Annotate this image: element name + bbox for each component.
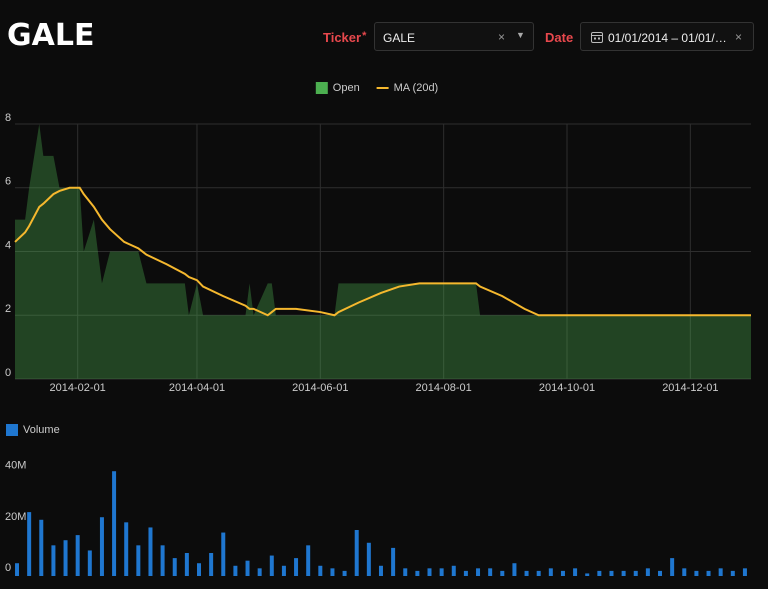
x-tick-label: 2014-12-01 (662, 382, 718, 394)
legend-label: Volume (23, 424, 60, 436)
y-tick-label: 6 (5, 176, 11, 188)
bar (172, 558, 177, 576)
bar (27, 512, 32, 576)
y-tick-label: 40M (5, 460, 26, 472)
bar (136, 545, 141, 576)
date-label: Date (545, 30, 574, 45)
bar (366, 542, 371, 576)
bar (184, 553, 189, 576)
bar (451, 565, 456, 576)
bar (99, 517, 104, 576)
bar (682, 568, 687, 576)
calendar-icon (591, 32, 603, 43)
bar (257, 568, 262, 576)
bar (742, 568, 747, 576)
bar (354, 530, 359, 576)
bar (609, 570, 614, 576)
legend-swatch (6, 424, 18, 436)
bar (706, 570, 711, 576)
bar (415, 570, 420, 576)
bar (476, 568, 481, 576)
bar (573, 568, 578, 576)
bar (378, 565, 383, 576)
bar (536, 570, 541, 576)
ticker-value: GALE (383, 31, 416, 45)
bar (124, 522, 129, 576)
page-title: GALE (7, 18, 95, 53)
x-tick-label: 2014-10-01 (539, 382, 595, 394)
bar (63, 540, 68, 576)
bar (160, 545, 165, 576)
clear-button[interactable]: × (735, 30, 743, 44)
bar (718, 568, 723, 576)
legend-label: MA (20d) (394, 82, 439, 94)
bar (427, 568, 432, 576)
ticker-label: Ticker* (323, 30, 366, 45)
bar (548, 568, 553, 576)
date-picker[interactable]: 01/01/2014 – 01/01/… × (580, 22, 754, 51)
bar (221, 532, 226, 576)
bar (330, 568, 335, 576)
y-tick-label: 4 (5, 239, 11, 251)
bar (670, 558, 675, 576)
bar (342, 570, 347, 576)
bar (645, 568, 650, 576)
bar (209, 553, 214, 576)
bar (233, 565, 238, 576)
y-tick-label: 0 (5, 562, 11, 574)
bar (281, 565, 286, 576)
bar (439, 568, 444, 576)
clear-button[interactable]: × (498, 30, 506, 44)
bar (318, 565, 323, 576)
bar (730, 570, 735, 576)
ticker-label-text: Ticker (323, 30, 362, 45)
bar (585, 573, 590, 576)
y-tick-label: 8 (5, 112, 11, 124)
bar (148, 527, 153, 576)
x-tick-label: 2014-04-01 (169, 382, 225, 394)
line (14, 186, 751, 317)
bar (621, 570, 626, 576)
bar (75, 535, 80, 576)
bar (524, 570, 529, 576)
bar (403, 568, 408, 576)
bar (560, 570, 565, 576)
x-tick-label: 2014-06-01 (292, 382, 348, 394)
bar (51, 545, 56, 576)
bar (512, 563, 517, 576)
bar (633, 570, 638, 576)
dropdown-arrow[interactable]: ▼ (516, 30, 525, 40)
bar (597, 570, 602, 576)
bar (500, 570, 505, 576)
bar (306, 545, 311, 576)
bar (658, 570, 663, 576)
bar (391, 547, 396, 576)
bar (112, 471, 117, 576)
bar (294, 558, 299, 576)
bar (15, 563, 20, 576)
ticker-select[interactable]: GALE × ▼ (374, 22, 534, 51)
bar (197, 563, 201, 576)
bar (39, 519, 44, 576)
bar (245, 560, 250, 576)
legend-label: Open (333, 82, 360, 94)
y-tick-label: 2 (5, 303, 11, 315)
bar (463, 570, 468, 576)
bar (488, 568, 493, 576)
y-tick-label: 0 (5, 367, 11, 379)
bar (694, 570, 699, 576)
x-tick-label: 2014-02-01 (50, 382, 106, 394)
date-value: 01/01/2014 – 01/01/… (608, 31, 727, 45)
bar (269, 555, 274, 576)
x-tick-label: 2014-08-01 (416, 382, 472, 394)
bar (87, 550, 92, 576)
required-mark: * (362, 30, 367, 42)
y-tick-label: 20M (5, 511, 26, 523)
legend-swatch (315, 82, 328, 94)
